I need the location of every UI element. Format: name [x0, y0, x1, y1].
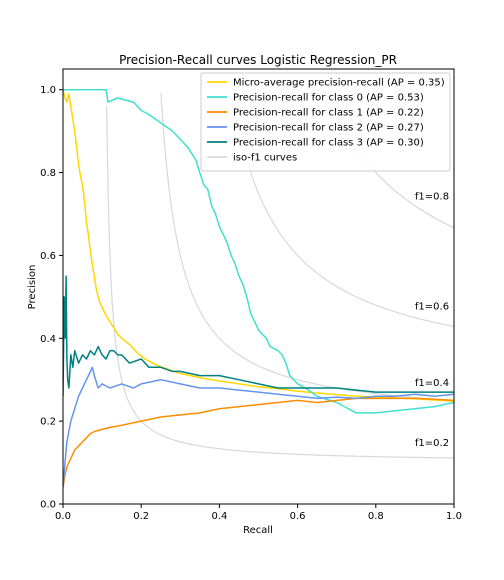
axes-layer: 0.0 0.2 0.4 0.6 0.8 1.0 0.0 0.2 0.4 0.6 0.8 1.0	[40, 85, 462, 522]
legend: Micro-average precision-recall (AP = 0.3…	[200, 72, 451, 172]
y-tick-label: 1.0	[40, 85, 56, 96]
x-tick-label: 0.2	[133, 511, 149, 522]
x-tick-label: 0.8	[368, 511, 384, 522]
x-axis-label: Recall	[243, 525, 273, 536]
iso-f1-curve-0.2	[106, 105, 454, 459]
iso-f1-curve-0.6	[230, 90, 454, 327]
y-tick-label: 0.4	[40, 334, 56, 345]
x-tick-label: 0.4	[211, 511, 227, 522]
iso-f1-curve-0.4	[160, 92, 454, 401]
iso-f1-label: f1=0.4	[415, 378, 449, 389]
y-tick-label: 0.0	[40, 500, 56, 511]
series-layer	[63, 88, 454, 488]
legend-label: Precision-recall for class 1 (AP = 0.22)	[233, 108, 424, 119]
legend-label: Micro-average precision-recall (AP = 0.3…	[233, 78, 445, 89]
y-tick-label: 0.2	[40, 417, 56, 428]
x-tick-label: 1.0	[446, 511, 462, 522]
series-line-4	[63, 275, 454, 397]
x-tick-label: 0.0	[55, 511, 71, 522]
series-line-1	[63, 88, 454, 414]
iso-f1-label: f1=0.6	[415, 301, 449, 312]
plot-frame	[62, 68, 455, 505]
chart-title: Precision-Recall curves Logistic Regress…	[119, 53, 397, 67]
y-tick-label: 0.6	[40, 251, 56, 262]
legend-label: Precision-recall for class 0 (AP = 0.53)	[233, 93, 424, 104]
y-axis-label: Precision	[27, 265, 38, 310]
legend-label: Precision-recall for class 2 (AP = 0.27)	[233, 123, 424, 134]
series-line-3	[63, 366, 454, 488]
y-tick-label: 0.8	[40, 168, 56, 179]
series-line-2	[63, 397, 454, 488]
legend-box	[200, 72, 451, 172]
iso-f1-labels: f1=0.2 f1=0.4 f1=0.6 f1=0.8	[415, 192, 449, 450]
iso-f1-label: f1=0.8	[415, 192, 449, 203]
x-tick-label: 0.6	[290, 511, 306, 522]
legend-label: Precision-recall for class 3 (AP = 0.30)	[233, 138, 424, 149]
legend-label: iso-f1 curves	[233, 153, 297, 164]
series-line-0	[63, 89, 454, 403]
iso-f1-label: f1=0.2	[415, 438, 449, 449]
